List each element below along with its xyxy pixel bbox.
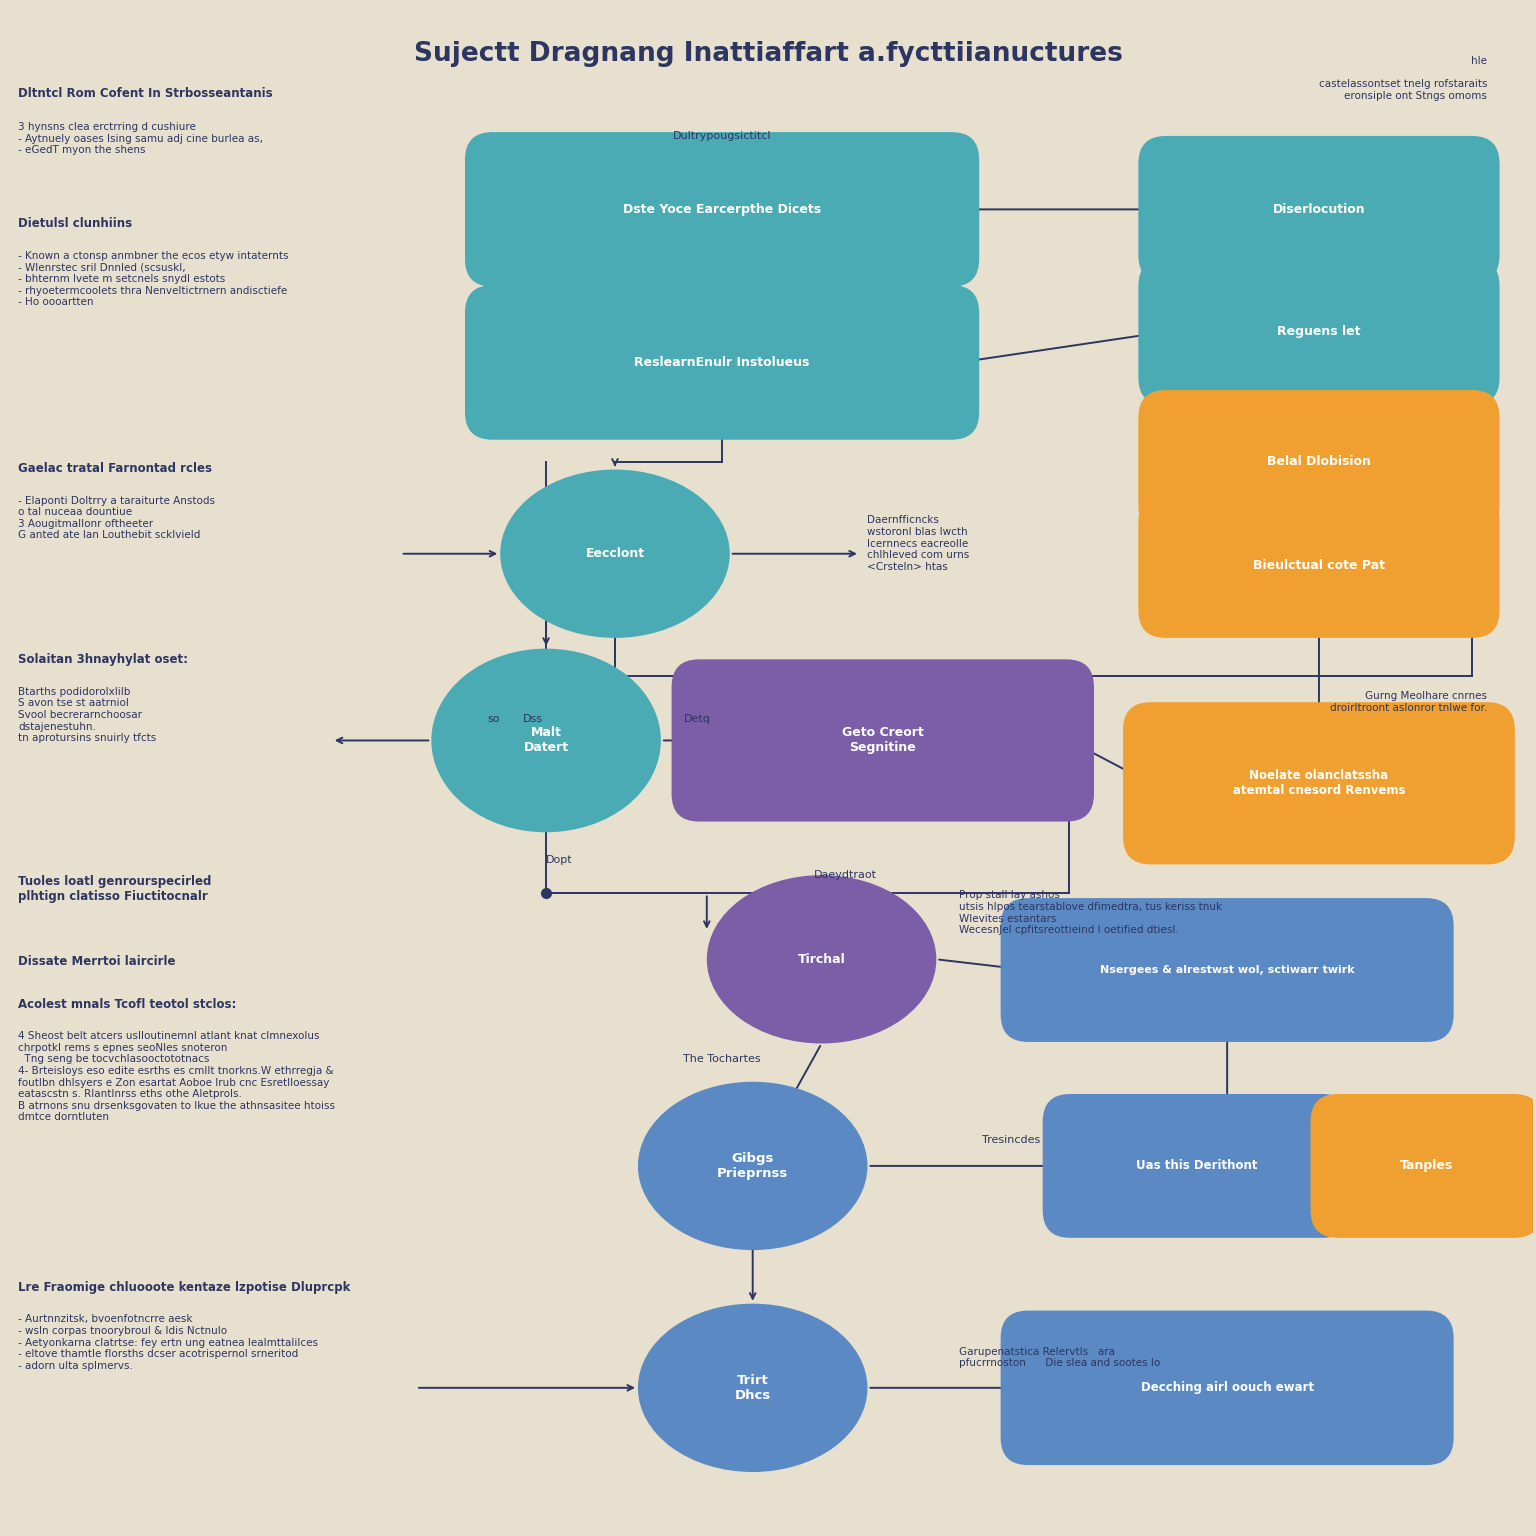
- Text: Geto Creort
Segnitine: Geto Creort Segnitine: [842, 727, 923, 754]
- Text: Nsergees & alrestwst wol, sctiwarr twirk: Nsergees & alrestwst wol, sctiwarr twirk: [1100, 965, 1355, 975]
- Text: Belal Dlobision: Belal Dlobision: [1267, 455, 1372, 468]
- FancyBboxPatch shape: [671, 659, 1094, 822]
- Text: ReslearnEnulr Instolueus: ReslearnEnulr Instolueus: [634, 356, 809, 369]
- Text: The Tochartes: The Tochartes: [684, 1054, 760, 1064]
- FancyBboxPatch shape: [1043, 1094, 1350, 1238]
- Text: Tuoles loatl genrourspecirled
plhtign clatisso Fiuctitocnalr: Tuoles loatl genrourspecirled plhtign cl…: [18, 876, 212, 903]
- Text: Dietulsl clunhiins: Dietulsl clunhiins: [18, 217, 132, 230]
- FancyBboxPatch shape: [465, 286, 980, 439]
- FancyBboxPatch shape: [1138, 258, 1499, 406]
- Text: Lre Fraomige chluooote kentaze lzpotise Dluprcpk: Lre Fraomige chluooote kentaze lzpotise …: [18, 1281, 350, 1293]
- Text: Uas this Derithont: Uas this Derithont: [1135, 1160, 1258, 1172]
- Text: Dste Yoce Earcerpthe Dicets: Dste Yoce Earcerpthe Dicets: [624, 203, 822, 217]
- FancyBboxPatch shape: [465, 132, 980, 287]
- Text: hle: hle: [1471, 57, 1487, 66]
- Text: Daeydtraot: Daeydtraot: [814, 869, 877, 880]
- Text: 3 hynsns clea erctrring d cushiure
- Aytnuely oases lsing samu adj cine burlea a: 3 hynsns clea erctrring d cushiure - Ayt…: [18, 123, 263, 155]
- FancyBboxPatch shape: [1000, 899, 1453, 1041]
- Ellipse shape: [637, 1081, 868, 1250]
- FancyBboxPatch shape: [1123, 702, 1514, 865]
- Text: Acolest mnals Tcofl teotol stclos:: Acolest mnals Tcofl teotol stclos:: [18, 997, 237, 1011]
- Text: - Aurtnnzitsk, bvoenfotncrre aesk
- wsln corpas tnoorybroul & ldis Nctnulo
- Aet: - Aurtnnzitsk, bvoenfotncrre aesk - wsln…: [18, 1315, 318, 1370]
- Text: Gurng Meolhare cnrnes
droirltroont aslonror tnlwe for.: Gurng Meolhare cnrnes droirltroont aslon…: [1330, 691, 1487, 713]
- Text: 4 Sheost belt atcers uslloutinemnl atlant knat clmnexolus
chrpotkl rems s epnes : 4 Sheost belt atcers uslloutinemnl atlan…: [18, 1031, 335, 1123]
- Text: Prop stall lay ashos
utsis hlpos tearstablove dfimedtra, tus keriss tnuk
Wlevite: Prop stall lay ashos utsis hlpos tearsta…: [960, 891, 1223, 935]
- Text: Diserlocution: Diserlocution: [1273, 203, 1366, 217]
- Text: Btarths podidorolxlilb
S avon tse st aatrniol
Svool becrerarnchoosar
dstajenestu: Btarths podidorolxlilb S avon tse st aat…: [18, 687, 157, 743]
- Text: Reguens let: Reguens let: [1278, 326, 1361, 338]
- Text: Noelate olanclatssha
atemtal cnesord Renvems: Noelate olanclatssha atemtal cnesord Ren…: [1233, 770, 1405, 797]
- Text: Decching airl oouch ewart: Decching airl oouch ewart: [1141, 1381, 1313, 1395]
- Ellipse shape: [501, 470, 730, 637]
- Text: - Elaponti Doltrry a taraiturte Anstods
o tal nuceaa dountiue
3 Aougitmallonr of: - Elaponti Doltrry a taraiturte Anstods …: [18, 496, 215, 541]
- FancyBboxPatch shape: [1310, 1094, 1536, 1238]
- Text: - Known a ctonsp anmbner the ecos etyw intaternts
- Wlenrstec sril Dnnled (scsus: - Known a ctonsp anmbner the ecos etyw i…: [18, 250, 289, 307]
- Text: Tresincdes: Tresincdes: [982, 1135, 1040, 1144]
- FancyBboxPatch shape: [1000, 1310, 1453, 1465]
- FancyBboxPatch shape: [1138, 390, 1499, 535]
- FancyBboxPatch shape: [1138, 135, 1499, 283]
- Text: so: so: [487, 714, 501, 723]
- Text: Malt
Datert: Malt Datert: [524, 727, 568, 754]
- Text: castelassontset tnelg rofstaraits
eronsiple ont Stngs omoms: castelassontset tnelg rofstaraits eronsi…: [1319, 80, 1487, 101]
- Ellipse shape: [432, 648, 660, 833]
- Text: Gibgs
Prieprnss: Gibgs Prieprnss: [717, 1152, 788, 1180]
- Text: Eecclont: Eecclont: [585, 547, 645, 561]
- Text: Daernfficncks
wstoronl blas lwcth
lcernnecs eacreolle
chlhleved com urns
<Crstel: Daernfficncks wstoronl blas lwcth lcernn…: [868, 516, 969, 571]
- Ellipse shape: [707, 876, 937, 1043]
- Text: Sujectt Dragnang Inattiaffart a.fycttiianuctures: Sujectt Dragnang Inattiaffart a.fycttiia…: [413, 41, 1123, 68]
- Text: Dissate Merrtoi laircirle: Dissate Merrtoi laircirle: [18, 955, 175, 968]
- Text: Tanples: Tanples: [1399, 1160, 1453, 1172]
- Text: Dltntcl Rom Cofent In Strbosseantanis: Dltntcl Rom Cofent In Strbosseantanis: [18, 88, 273, 100]
- Text: Dultrypougsictitcl: Dultrypougsictitcl: [673, 131, 771, 140]
- FancyBboxPatch shape: [1138, 495, 1499, 637]
- Text: Detq: Detq: [684, 714, 711, 723]
- Text: Dss: Dss: [524, 714, 544, 723]
- Ellipse shape: [637, 1304, 868, 1471]
- Text: Dopt: Dopt: [547, 856, 573, 865]
- Text: Gaelac tratal Farnontad rcles: Gaelac tratal Farnontad rcles: [18, 462, 212, 475]
- Text: Tirchal: Tirchal: [797, 952, 845, 966]
- Text: Trirt
Dhcs: Trirt Dhcs: [734, 1373, 771, 1402]
- Text: Solaitan 3hnayhylat oset:: Solaitan 3hnayhylat oset:: [18, 653, 187, 667]
- Text: Bieulctual cote Pat: Bieulctual cote Pat: [1253, 559, 1385, 573]
- Text: Garupenatstica Relervtls   ara
pfucrrnoston      Die slea and sootes lo: Garupenatstica Relervtls ara pfucrrnosto…: [960, 1347, 1161, 1369]
